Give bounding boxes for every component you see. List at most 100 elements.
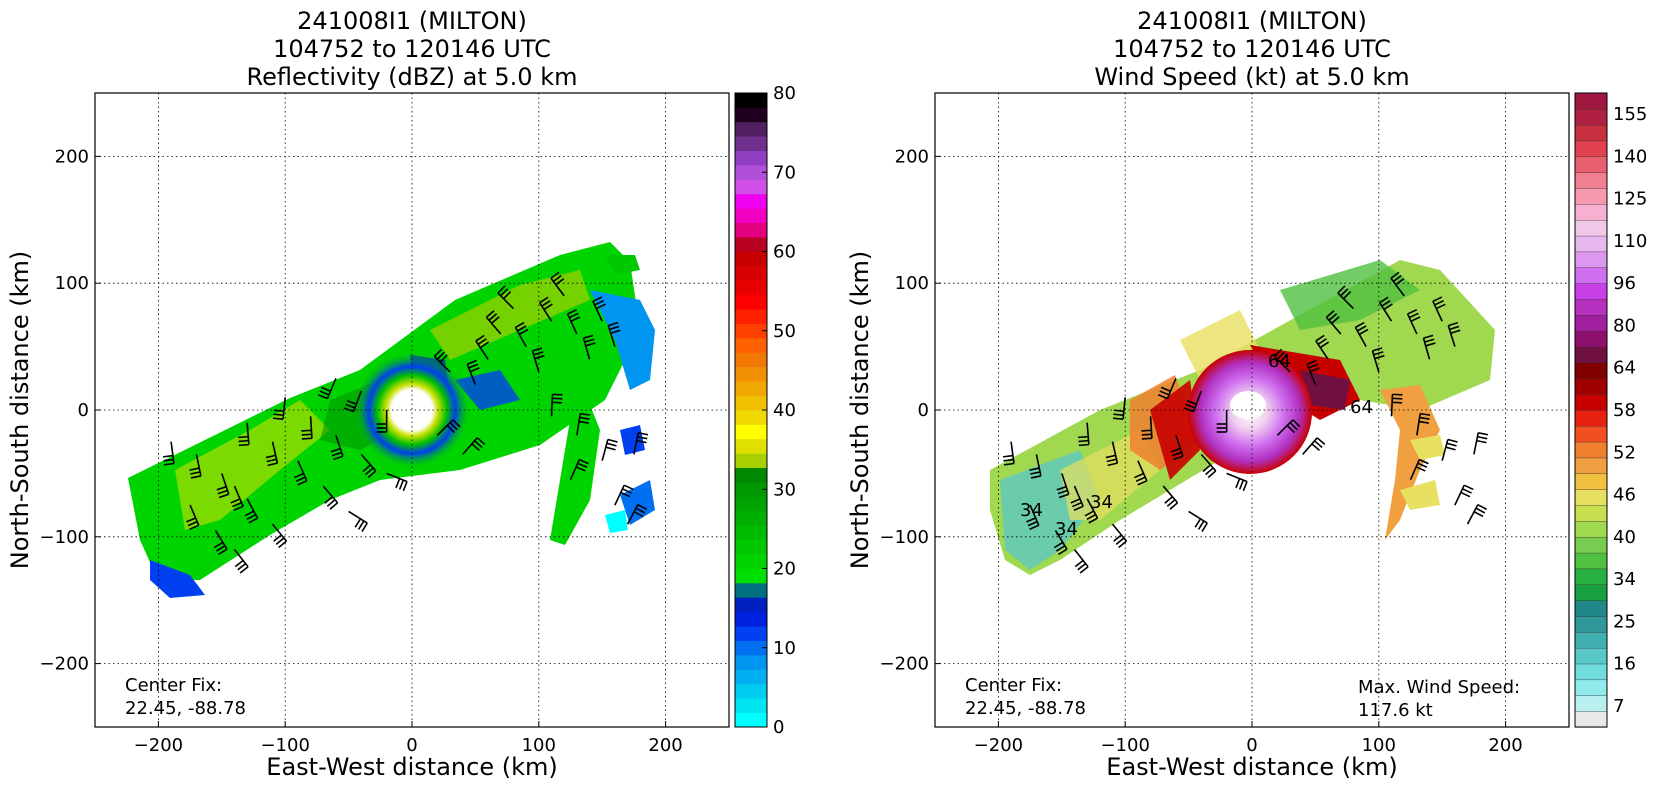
reflectivity-wind-barb bbox=[230, 485, 244, 511]
reflectivity-colorbar-swatch bbox=[735, 193, 767, 209]
wind-wind-barb bbox=[1053, 530, 1068, 556]
wind-wind-barb bbox=[1029, 454, 1042, 479]
wind-x-axis-label: East-West distance (km) bbox=[1106, 753, 1397, 781]
reflectivity-colorbar-swatch bbox=[735, 294, 767, 310]
reflectivity-colorbar-tick-label: 50 bbox=[773, 321, 796, 342]
wind-wind-barb bbox=[1070, 485, 1084, 511]
wind-colorbar-swatch bbox=[1574, 441, 1608, 459]
wind-colorbar-swatch bbox=[1574, 647, 1608, 665]
wind-colorbar-swatch bbox=[1574, 663, 1608, 681]
wind-title-line-3: Wind Speed (kt) at 5.0 km bbox=[1094, 63, 1409, 91]
reflectivity-title-line-3: Reflectivity (dBZ) at 5.0 km bbox=[247, 63, 578, 91]
wind-y-tick-label-1: −100 bbox=[880, 527, 929, 548]
reflectivity-colorbar-tick-label: 30 bbox=[773, 479, 796, 500]
reflectivity-colorbar-swatch bbox=[735, 208, 767, 224]
wind-colorbar-frame bbox=[1574, 92, 1608, 728]
wind-colorbar-swatch bbox=[1574, 251, 1608, 268]
wind-wind-barbs bbox=[1002, 271, 1489, 574]
reflectivity-wind-barb bbox=[601, 438, 618, 461]
reflectivity-colorbar-swatch bbox=[735, 93, 767, 108]
reflectivity-wind-barb bbox=[485, 310, 502, 335]
reflectivity-wind-barb bbox=[466, 359, 480, 385]
reflectivity-colorbar-swatch bbox=[735, 395, 767, 411]
reflectivity-wind-barb bbox=[633, 432, 649, 455]
reflectivity-wind-barb bbox=[265, 441, 279, 467]
wind-x-tick-label-3: 100 bbox=[1362, 735, 1396, 756]
reflectivity-colorbar-tick-label: 70 bbox=[773, 162, 796, 183]
wind-colorbar-swatch bbox=[1574, 584, 1608, 601]
wind-colorbar-swatch bbox=[1574, 489, 1608, 506]
contour-label-64-a: 64 bbox=[1268, 351, 1291, 372]
wind-center-fix-value: 22.45, -88.78 bbox=[965, 698, 1086, 719]
wind-wind-barb bbox=[1315, 334, 1330, 360]
wind-colorbar-tick-label: 16 bbox=[1613, 654, 1636, 675]
wind-colorbar-swatch bbox=[1574, 425, 1608, 443]
reflectivity-colorbar-swatch bbox=[735, 698, 767, 713]
wind-wind-barb bbox=[1473, 432, 1489, 455]
wind-colorbar-tick-label: 46 bbox=[1613, 485, 1636, 506]
wind-colorbar-swatch bbox=[1574, 393, 1608, 411]
wind-colorbar-swatch bbox=[1574, 283, 1608, 300]
reflectivity-wind-barb bbox=[238, 422, 250, 447]
reflectivity-wind-barb bbox=[294, 460, 308, 486]
wind-wind-barb bbox=[1073, 548, 1089, 574]
wind-wind-barb bbox=[1406, 309, 1421, 335]
reflectivity-y-ticks: −200 −100 0 100 200 bbox=[40, 146, 101, 675]
wind-wind-barb bbox=[1354, 321, 1369, 347]
reflectivity-wind-barb bbox=[271, 523, 288, 549]
contour-label-34-a: 34 bbox=[1020, 500, 1043, 521]
reflectivity-colorbar-swatch bbox=[735, 482, 767, 497]
reflectivity-wind-barb bbox=[272, 397, 286, 421]
wind-colorbar-swatch bbox=[1574, 552, 1608, 570]
wind-wind-barb bbox=[1226, 472, 1248, 492]
reflectivity-x-tick-label-3: 100 bbox=[522, 735, 556, 756]
reflectivity-title-line-1: 241008I1 (MILTON) bbox=[297, 7, 527, 35]
reflectivity-x-tick-label-0: −200 bbox=[134, 735, 183, 756]
reflectivity-wind-barb bbox=[475, 334, 490, 360]
reflectivity-wind-barb bbox=[514, 321, 529, 347]
reflectivity-wind-barb bbox=[233, 548, 249, 574]
contour-label-34-b: 34 bbox=[1055, 519, 1078, 540]
wind-speed-panel: 241008I1 (MILTON) 104752 to 120146 UTC W… bbox=[846, 7, 1647, 781]
reflectivity-colorbar-swatch bbox=[735, 510, 767, 526]
wind-colorbar-swatch bbox=[1574, 409, 1608, 427]
reflectivity-wind-barb bbox=[244, 498, 259, 524]
reflectivity-wind-barb bbox=[376, 410, 388, 433]
reflectivity-colorbar-swatch bbox=[735, 611, 767, 627]
reflectivity-colorbar-swatch bbox=[735, 654, 767, 670]
reflectivity-y-tick-label-1: −100 bbox=[40, 527, 89, 548]
reflectivity-colorbar-swatch bbox=[735, 424, 767, 440]
reflectivity-wind-barb bbox=[550, 271, 565, 297]
reflectivity-y-tick-label-3: 100 bbox=[55, 273, 89, 294]
reflectivity-wind-barb bbox=[360, 453, 377, 479]
reflectivity-x-tick-label-1: −100 bbox=[260, 735, 309, 756]
wind-wind-barb bbox=[1273, 348, 1291, 373]
reflectivity-colorbar-swatch bbox=[735, 323, 767, 339]
reflectivity-colorbar-swatch bbox=[735, 453, 767, 469]
wind-wind-barb bbox=[1056, 473, 1070, 499]
wind-wind-barb bbox=[1447, 321, 1461, 347]
reflectivity-center-fix-label: Center Fix: bbox=[125, 675, 222, 696]
reflectivity-colorbar-tick-label: 80 bbox=[773, 83, 796, 104]
wind-colorbar-tick-label: 34 bbox=[1613, 569, 1636, 590]
reflectivity-title-line-2: 104752 to 120146 UTC bbox=[273, 35, 551, 63]
wind-wind-barb bbox=[1157, 377, 1177, 400]
wind-colorbar-tick-label: 155 bbox=[1613, 104, 1647, 125]
wind-speed-field bbox=[990, 260, 1495, 575]
reflectivity-colorbar-swatch bbox=[735, 337, 767, 353]
wind-colorbar-swatch bbox=[1574, 187, 1608, 205]
wind-colorbar-swatch bbox=[1574, 140, 1608, 158]
reflectivity-colorbar-swatch bbox=[735, 539, 767, 555]
wind-wind-barb bbox=[1325, 310, 1342, 335]
reflectivity-colorbar-swatch bbox=[735, 352, 767, 368]
wind-colorbar-tick-label: 58 bbox=[1613, 400, 1636, 421]
wind-wind-barb bbox=[1302, 437, 1326, 455]
reflectivity-colorbar-swatch bbox=[735, 150, 767, 166]
wind-colorbar-swatch bbox=[1574, 631, 1608, 649]
wind-wind-barb bbox=[1409, 458, 1429, 481]
wind-wind-barb bbox=[1111, 523, 1128, 549]
wind-x-tick-label-1: −100 bbox=[1100, 735, 1149, 756]
reflectivity-wind-barb bbox=[343, 390, 363, 413]
wind-colorbar-swatch bbox=[1574, 346, 1608, 364]
